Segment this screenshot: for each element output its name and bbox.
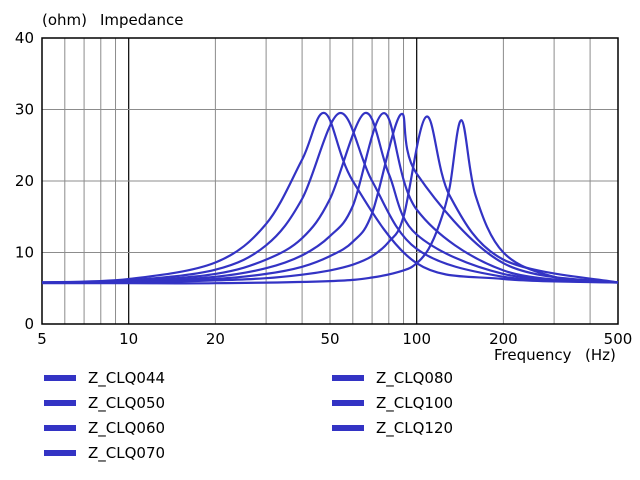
x-axis-title: Frequency xyxy=(494,346,572,364)
legend-item: Z_CLQ100 xyxy=(332,391,453,415)
x-tick-label: 20 xyxy=(206,330,225,348)
legend-label: Z_CLQ060 xyxy=(88,419,166,437)
tick-labels: 5 10 20 50 100 200 500 0 10 20 30 40 xyxy=(15,29,632,348)
legend-label: Z_CLQ070 xyxy=(88,444,166,462)
legend-label: Z_CLQ050 xyxy=(88,394,166,412)
x-tick-label: 100 xyxy=(402,330,431,348)
legend: Z_CLQ044 Z_CLQ050 Z_CLQ060 Z_CLQ070 Z_CLQ080… xyxy=(44,366,624,476)
legend-label: Z_CLQ080 xyxy=(376,369,454,387)
series-line-z_clq100 xyxy=(41,115,619,284)
legend-swatch xyxy=(44,400,76,406)
series-lines xyxy=(41,111,619,285)
impedance-chart: (ohm) Impedance 5 10 20 50 100 200 500 0 10 20 30 4… xyxy=(15,11,632,364)
y-axis-title: Impedance xyxy=(100,11,183,29)
x-tick-label: 500 xyxy=(604,330,633,348)
legend-item: Z_CLQ070 xyxy=(44,441,165,465)
y-tick-label: 30 xyxy=(15,101,34,119)
series-line-z_clq070 xyxy=(41,111,619,284)
series-line-z_clq050 xyxy=(41,112,619,284)
legend-swatch xyxy=(332,400,364,406)
series-line-z_clq060 xyxy=(41,111,619,284)
x-tick-label: 50 xyxy=(320,330,339,348)
x-axis-unit: (Hz) xyxy=(585,346,616,364)
x-tick-label: 10 xyxy=(119,330,138,348)
legend-label: Z_CLQ120 xyxy=(376,419,454,437)
series-line-z_clq080 xyxy=(41,112,619,284)
series-line-z_clq044 xyxy=(41,111,619,284)
x-tick-label: 200 xyxy=(489,330,518,348)
y-tick-label: 20 xyxy=(15,172,34,190)
legend-item: Z_CLQ050 xyxy=(44,391,165,415)
legend-item: Z_CLQ120 xyxy=(332,416,453,440)
series-line-z_clq120 xyxy=(41,119,619,285)
y-tick-label: 10 xyxy=(15,244,34,262)
legend-label: Z_CLQ100 xyxy=(376,394,454,412)
y-tick-label: 0 xyxy=(24,315,34,333)
legend-swatch xyxy=(44,375,76,381)
legend-label: Z_CLQ044 xyxy=(88,369,166,387)
legend-item: Z_CLQ060 xyxy=(44,416,165,440)
legend-swatch xyxy=(44,450,76,456)
y-tick-label: 40 xyxy=(15,29,34,47)
legend-item: Z_CLQ044 xyxy=(44,366,165,390)
plot-frame xyxy=(41,37,619,325)
legend-swatch xyxy=(332,425,364,431)
legend-swatch xyxy=(44,425,76,431)
legend-item: Z_CLQ080 xyxy=(332,366,453,390)
x-tick-label: 5 xyxy=(37,330,47,348)
y-axis-unit: (ohm) xyxy=(42,11,87,29)
legend-swatch xyxy=(332,375,364,381)
